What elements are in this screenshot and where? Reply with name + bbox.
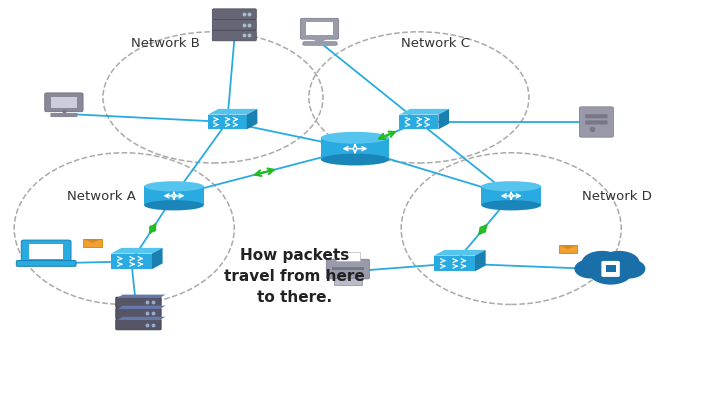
FancyBboxPatch shape	[212, 20, 256, 31]
Polygon shape	[310, 39, 329, 44]
FancyBboxPatch shape	[326, 260, 369, 279]
FancyBboxPatch shape	[606, 265, 616, 273]
Circle shape	[599, 252, 639, 275]
FancyBboxPatch shape	[601, 261, 620, 277]
Ellipse shape	[321, 133, 389, 144]
Polygon shape	[117, 295, 165, 298]
FancyBboxPatch shape	[116, 297, 161, 308]
FancyBboxPatch shape	[116, 319, 161, 330]
FancyBboxPatch shape	[212, 31, 256, 42]
Polygon shape	[438, 110, 449, 130]
FancyBboxPatch shape	[585, 115, 608, 119]
Polygon shape	[559, 245, 577, 249]
Polygon shape	[399, 115, 438, 130]
FancyBboxPatch shape	[29, 245, 63, 259]
Polygon shape	[247, 110, 258, 130]
Text: Network D: Network D	[582, 190, 652, 203]
Text: Network A: Network A	[67, 190, 136, 203]
Polygon shape	[481, 187, 541, 206]
Circle shape	[589, 260, 632, 284]
Ellipse shape	[481, 182, 541, 192]
Polygon shape	[144, 187, 204, 206]
FancyBboxPatch shape	[21, 240, 71, 263]
FancyBboxPatch shape	[300, 19, 339, 40]
FancyBboxPatch shape	[332, 268, 364, 270]
FancyBboxPatch shape	[116, 308, 161, 319]
Polygon shape	[152, 248, 163, 270]
Ellipse shape	[144, 182, 204, 192]
Polygon shape	[117, 317, 165, 320]
FancyBboxPatch shape	[45, 94, 83, 112]
Polygon shape	[207, 115, 247, 130]
Polygon shape	[399, 110, 449, 115]
Ellipse shape	[481, 201, 541, 211]
Polygon shape	[83, 239, 102, 243]
Polygon shape	[434, 256, 475, 272]
FancyBboxPatch shape	[50, 97, 77, 109]
Polygon shape	[117, 306, 165, 309]
Ellipse shape	[144, 201, 204, 211]
FancyBboxPatch shape	[337, 253, 359, 262]
FancyBboxPatch shape	[585, 121, 608, 125]
FancyBboxPatch shape	[559, 245, 577, 253]
FancyBboxPatch shape	[334, 278, 361, 285]
Circle shape	[582, 252, 622, 275]
Ellipse shape	[321, 154, 389, 166]
Polygon shape	[207, 110, 258, 115]
FancyBboxPatch shape	[16, 261, 76, 267]
Polygon shape	[111, 254, 152, 270]
FancyBboxPatch shape	[50, 114, 77, 118]
FancyBboxPatch shape	[212, 10, 256, 20]
Polygon shape	[111, 248, 163, 254]
FancyBboxPatch shape	[306, 23, 333, 36]
Text: How packets
travel from here
to there.: How packets travel from here to there.	[224, 247, 365, 305]
Circle shape	[613, 260, 645, 278]
Polygon shape	[434, 250, 486, 256]
Text: Network C: Network C	[401, 36, 470, 49]
Polygon shape	[321, 138, 389, 160]
Circle shape	[575, 260, 606, 278]
Polygon shape	[475, 250, 486, 272]
FancyBboxPatch shape	[579, 108, 613, 138]
Text: Network B: Network B	[131, 36, 200, 49]
FancyBboxPatch shape	[83, 239, 102, 247]
